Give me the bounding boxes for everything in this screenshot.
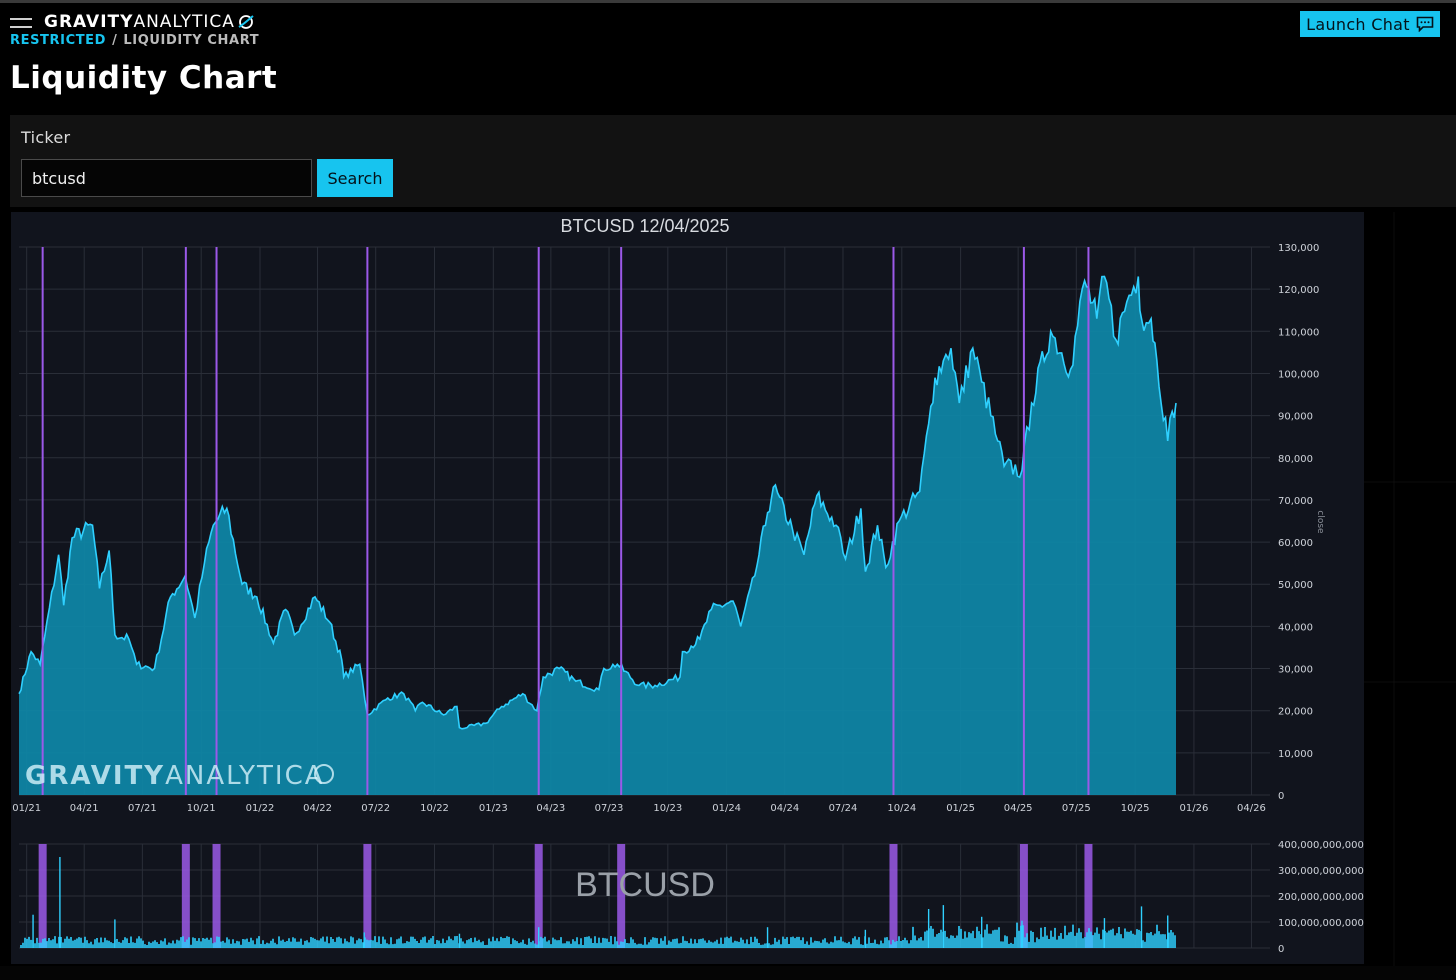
volume-y-tick-label: 100,000,000,000 — [1278, 918, 1364, 929]
price-y-tick-label: 70,000 — [1278, 496, 1313, 507]
price-y-tick-label: 100,000 — [1278, 369, 1319, 380]
volume-event-band — [1019, 844, 1028, 948]
price-y-tick-label: 50,000 — [1278, 580, 1313, 591]
price-x-tick-label: 07/24 — [829, 803, 858, 814]
volume-event-band — [363, 844, 372, 948]
volume-event-band — [181, 844, 190, 948]
watermark-bold: GRAVITY — [25, 761, 165, 791]
price-x-tick-label: 07/23 — [595, 803, 624, 814]
volume-y-tick-label: 300,000,000,000 — [1278, 866, 1364, 877]
logo[interactable]: GRAVITY ANALYTICA — [44, 12, 254, 32]
chart-canvas: 0 10,000 20,000 30,000 40,000 50,000 60,000 70,… — [12, 216, 1364, 955]
chart-watermark: GRAVITYANALYTICA — [25, 761, 325, 791]
chat-icon — [1416, 16, 1434, 32]
price-x-tick-label: 04/22 — [303, 803, 332, 814]
logo-swirl-icon — [238, 15, 254, 29]
price-y-tick-label: 60,000 — [1278, 538, 1313, 549]
breadcrumb-restricted-link[interactable]: RESTRICTED — [10, 33, 107, 48]
price-y-tick-label: 110,000 — [1278, 327, 1319, 338]
brand: GRAVITY ANALYTICA — [10, 12, 254, 32]
ticker-input[interactable] — [21, 159, 312, 197]
price-x-tick-label: 01/21 — [12, 803, 41, 814]
ticker-label: Ticker — [21, 128, 71, 147]
price-x-tick-label: 04/21 — [70, 803, 99, 814]
breadcrumb: RESTRICTED / LIQUIDITY CHART — [10, 33, 259, 48]
background-grid — [1364, 212, 1456, 980]
top-divider — [0, 0, 1456, 3]
volume-y-tick-label: 0 — [1278, 944, 1284, 955]
price-x-tick-label: 01/22 — [246, 803, 275, 814]
price-y-tick-label: 120,000 — [1278, 285, 1319, 296]
price-y-tick-label: 30,000 — [1278, 665, 1313, 676]
price-x-tick-label: 10/23 — [653, 803, 682, 814]
price-x-tick-label: 04/24 — [770, 803, 799, 814]
logo-light: ANALYTICA — [133, 12, 235, 32]
volume-bars — [20, 922, 1176, 948]
logo-bold: GRAVITY — [44, 12, 134, 32]
price-x-tick-label: 01/25 — [946, 803, 975, 814]
page-title: Liquidity Chart — [10, 60, 278, 96]
price-x-tick-label: 01/26 — [1180, 803, 1209, 814]
search-button[interactable]: Search — [317, 159, 393, 197]
volume-event-band — [38, 844, 47, 948]
price-x-tick-label: 10/21 — [187, 803, 216, 814]
price-x-tick-label: 04/23 — [536, 803, 565, 814]
price-y-tick-label: 20,000 — [1278, 707, 1313, 718]
price-y-tick-label: 80,000 — [1278, 454, 1313, 465]
price-y-tick-label: 90,000 — [1278, 412, 1313, 423]
breadcrumb-current: LIQUIDITY CHART — [123, 33, 260, 48]
launch-chat-button[interactable]: Launch Chat — [1300, 11, 1440, 37]
price-y-axis-label: close — [1315, 510, 1325, 534]
price-x-tick-label: 10/24 — [887, 803, 916, 814]
price-x-tick-label: 07/22 — [361, 803, 390, 814]
bottom-strip — [0, 966, 1456, 980]
price-x-tick-label: 01/23 — [479, 803, 508, 814]
volume-title: BTCUSD — [575, 866, 715, 904]
watermark-light: ANALYTICA — [165, 761, 324, 791]
volume-y-tick-label: 200,000,000,000 — [1278, 892, 1364, 903]
watermark-swirl-icon — [314, 764, 334, 784]
volume-y-tick-label: 400,000,000,000 — [1278, 840, 1364, 851]
volume-event-band — [1084, 844, 1093, 948]
price-y-tick-label: 10,000 — [1278, 749, 1313, 760]
chart-title: BTCUSD 12/04/2025 — [560, 216, 729, 236]
volume-event-band — [889, 844, 898, 948]
volume-event-band — [212, 844, 221, 948]
breadcrumb-separator: / — [112, 33, 118, 48]
volume-event-band — [617, 844, 626, 948]
price-x-tick-label: 01/24 — [712, 803, 741, 814]
menu-icon[interactable] — [10, 16, 32, 28]
volume-event-band — [534, 844, 543, 948]
price-x-tick-label: 10/22 — [420, 803, 449, 814]
price-y-tick-label: 0 — [1278, 791, 1284, 802]
price-y-tick-label: 40,000 — [1278, 622, 1313, 633]
liquidity-chart: 0 10,000 20,000 30,000 40,000 50,000 60,000 70,… — [11, 212, 1364, 964]
ticker-panel: Ticker Search — [10, 115, 1456, 207]
price-x-tick-label: 07/25 — [1062, 803, 1091, 814]
price-x-tick-label: 04/26 — [1237, 803, 1266, 814]
price-x-tick-label: 10/25 — [1121, 803, 1150, 814]
price-x-tick-label: 04/25 — [1004, 803, 1033, 814]
launch-chat-label: Launch Chat — [1306, 14, 1410, 34]
price-area — [19, 276, 1176, 795]
price-y-tick-label: 130,000 — [1278, 243, 1319, 254]
price-x-tick-label: 07/21 — [128, 803, 157, 814]
